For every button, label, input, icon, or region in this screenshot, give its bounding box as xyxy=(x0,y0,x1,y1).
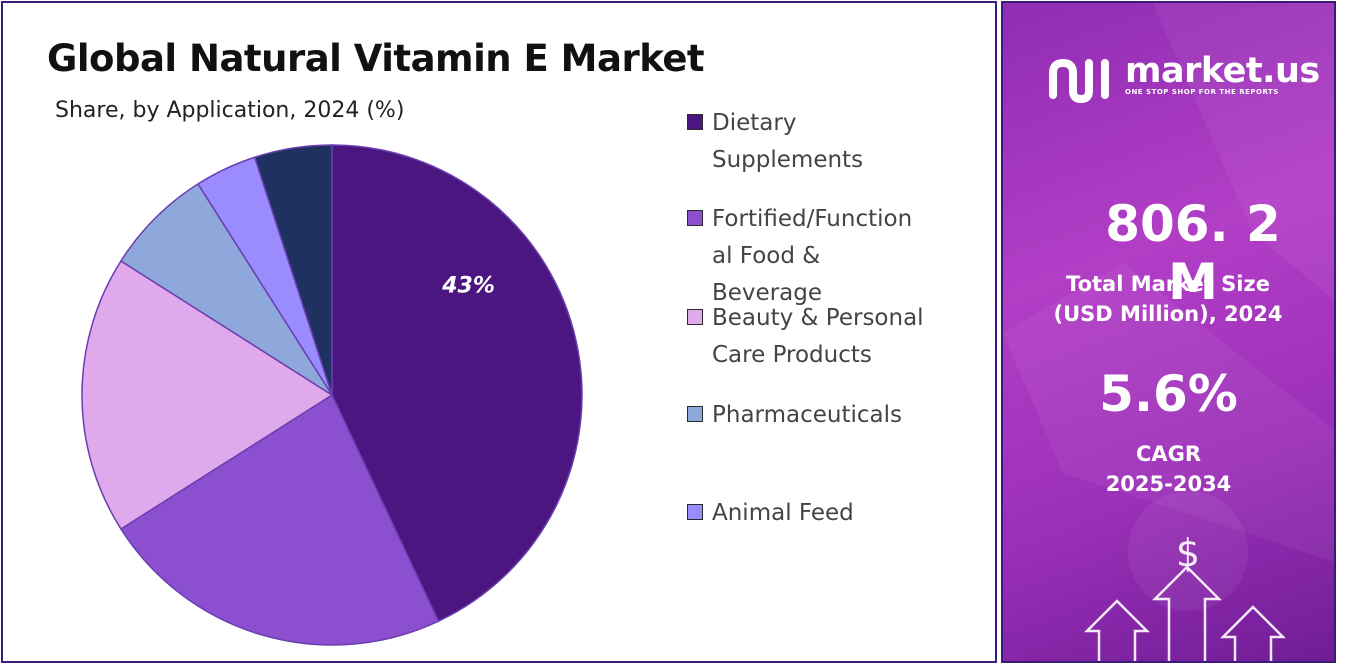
legend-swatch xyxy=(687,406,703,422)
cagr-label-line1: CAGR xyxy=(1135,442,1202,466)
coin-circle xyxy=(1128,491,1248,611)
market-size-label-line2: (USD Million), 2024 xyxy=(1053,302,1283,326)
chart-title: Global Natural Vitamin E Market xyxy=(47,37,705,80)
background-decoration: $ xyxy=(1003,3,1334,661)
legend-swatch xyxy=(687,114,703,130)
legend-label: Supplements xyxy=(712,147,864,173)
legend-label: Beauty & Personal xyxy=(712,305,924,331)
cagr-label-line2: 2025-2034 xyxy=(1105,472,1232,496)
brand: market.us ONE STOP SHOP FOR THE REPORTS xyxy=(1045,51,1325,105)
legend-swatch xyxy=(687,210,703,226)
legend-item: Beauty & Personal Care Products xyxy=(687,300,967,374)
summary-panel: $ market.us ONE STOP SHOP FOR THE REPORT… xyxy=(1001,1,1336,663)
legend-label: Pharmaceuticals xyxy=(712,402,902,428)
legend-swatch xyxy=(687,309,703,325)
legend-item: Dietary Supplements xyxy=(687,105,967,179)
market-size-value: 806. 2 M xyxy=(1105,195,1281,311)
market-size-label: Total Market Size (USD Million), 2024 xyxy=(1033,269,1303,329)
pie-chart: 43% xyxy=(81,144,583,646)
legend-item: Fortified/Function al Food & Beverage xyxy=(687,201,967,312)
cagr-value: 5.6% xyxy=(1099,365,1238,423)
legend-label: Care Products xyxy=(712,342,872,368)
legend-label: Fortified/Function xyxy=(712,206,913,232)
pie-slice-pharmaceuticals xyxy=(119,182,333,396)
legend-item: Pharmaceuticals xyxy=(687,397,967,434)
brand-name: market.us xyxy=(1125,51,1320,91)
cagr-label: CAGR 2025-2034 xyxy=(1003,439,1334,499)
legend-label: Dietary xyxy=(712,110,797,136)
chart-subtitle: Share, by Application, 2024 (%) xyxy=(55,98,405,123)
legend-label: Beverage xyxy=(712,280,822,306)
pie-slice-unlabeled xyxy=(253,144,333,396)
legend-label: al Food & xyxy=(712,243,821,269)
chart-panel: Global Natural Vitamin E Market Share, b… xyxy=(1,1,997,663)
data-label: 43% xyxy=(441,274,495,299)
up-arrow-icon xyxy=(1083,565,1287,661)
brand-tagline: ONE STOP SHOP FOR THE REPORTS xyxy=(1125,88,1279,96)
market-size-label-line1: Total Market Size xyxy=(1066,272,1270,296)
pie-slice-beauty-personal-care-products xyxy=(81,260,334,530)
market-us-logo-icon xyxy=(1049,58,1109,104)
legend-label: Animal Feed xyxy=(712,500,854,526)
legend-swatch xyxy=(687,504,703,520)
pie-slice-dietary-supplements xyxy=(331,144,583,623)
legend-item: Animal Feed xyxy=(687,495,967,532)
pie-slice-fortified-functional-food-beverage xyxy=(119,393,440,646)
